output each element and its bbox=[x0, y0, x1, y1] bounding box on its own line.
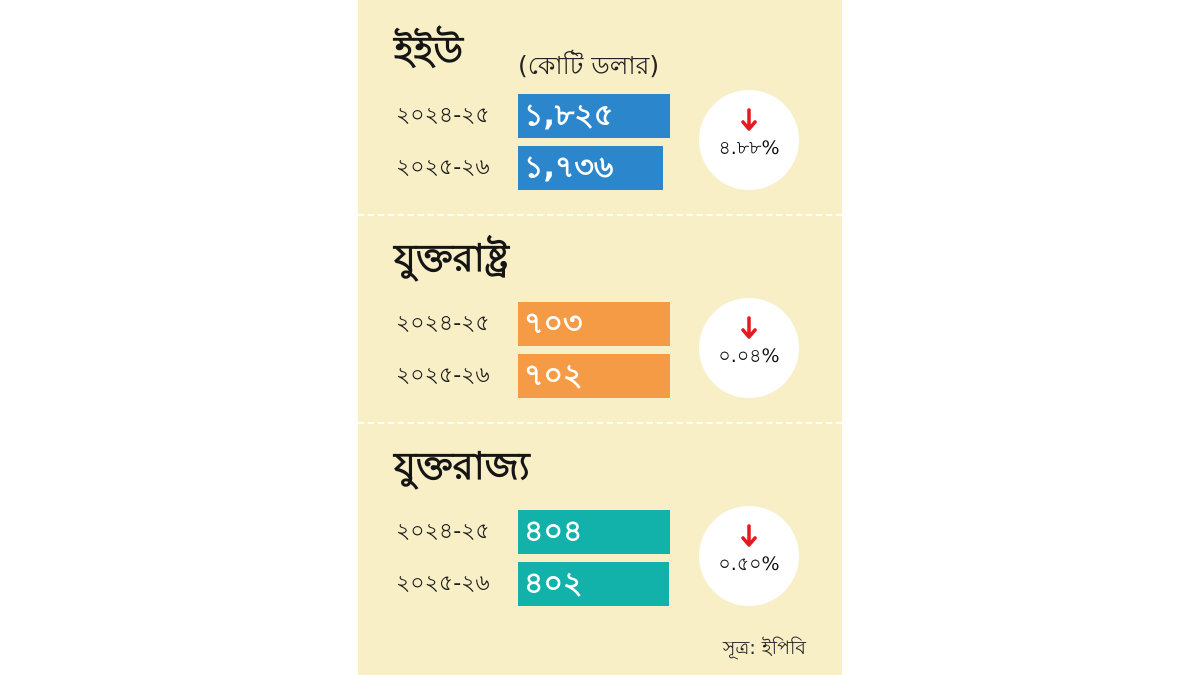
bar-value-label: ৭০৩ bbox=[524, 306, 583, 341]
year-label: ২০২৪-২৫ bbox=[396, 519, 490, 544]
bar bbox=[518, 302, 670, 346]
change-percent: ০.৫০% bbox=[718, 553, 780, 575]
region-title: যুক্তরাষ্ট্র bbox=[394, 236, 509, 280]
bar-value-label: ৪০২ bbox=[524, 566, 583, 601]
bar-value-label: ১,৭৩৬ bbox=[524, 150, 614, 185]
bar-value-label: ১,৮২৫ bbox=[524, 98, 614, 133]
change-badge: ০.৫০% bbox=[699, 506, 799, 606]
bar bbox=[518, 146, 663, 190]
year-label: ২০২৫-২৬ bbox=[396, 571, 490, 596]
bar-value-label: ৪০৪ bbox=[524, 514, 583, 549]
year-label: ২০২৫-২৬ bbox=[396, 363, 490, 388]
source-note: সূত্র: ইপিবি bbox=[722, 637, 806, 659]
region-title: যুক্তরাজ্য bbox=[394, 444, 530, 488]
change-percent: ৪.৮৮% bbox=[718, 137, 780, 159]
change-badge: ০.০৪% bbox=[699, 298, 799, 398]
change-badge: ৪.৮৮% bbox=[699, 90, 799, 190]
down-arrow-icon bbox=[741, 108, 757, 131]
section-divider bbox=[358, 422, 842, 424]
down-arrow-icon bbox=[741, 524, 757, 547]
year-label: ২০২৫-২৬ bbox=[396, 155, 490, 180]
region-title: ইইউ bbox=[394, 28, 464, 72]
unit-label: (কোটি ডলার) bbox=[518, 51, 660, 80]
down-arrow-icon bbox=[741, 316, 757, 339]
section-divider bbox=[358, 214, 842, 216]
bar bbox=[518, 510, 670, 554]
bar-value-label: ৭০২ bbox=[524, 358, 583, 393]
infographic-panel: ইইউ (কোটি ডলার) ২০২৪-২৫ ১,৮২৫ ২০২৫-২৬ ১,… bbox=[358, 0, 842, 675]
year-label: ২০২৪-২৫ bbox=[396, 103, 490, 128]
bar bbox=[518, 94, 670, 138]
bar bbox=[518, 562, 669, 606]
year-label: ২০২৪-২৫ bbox=[396, 311, 490, 336]
bar bbox=[518, 354, 670, 398]
change-percent: ০.০৪% bbox=[718, 345, 780, 367]
